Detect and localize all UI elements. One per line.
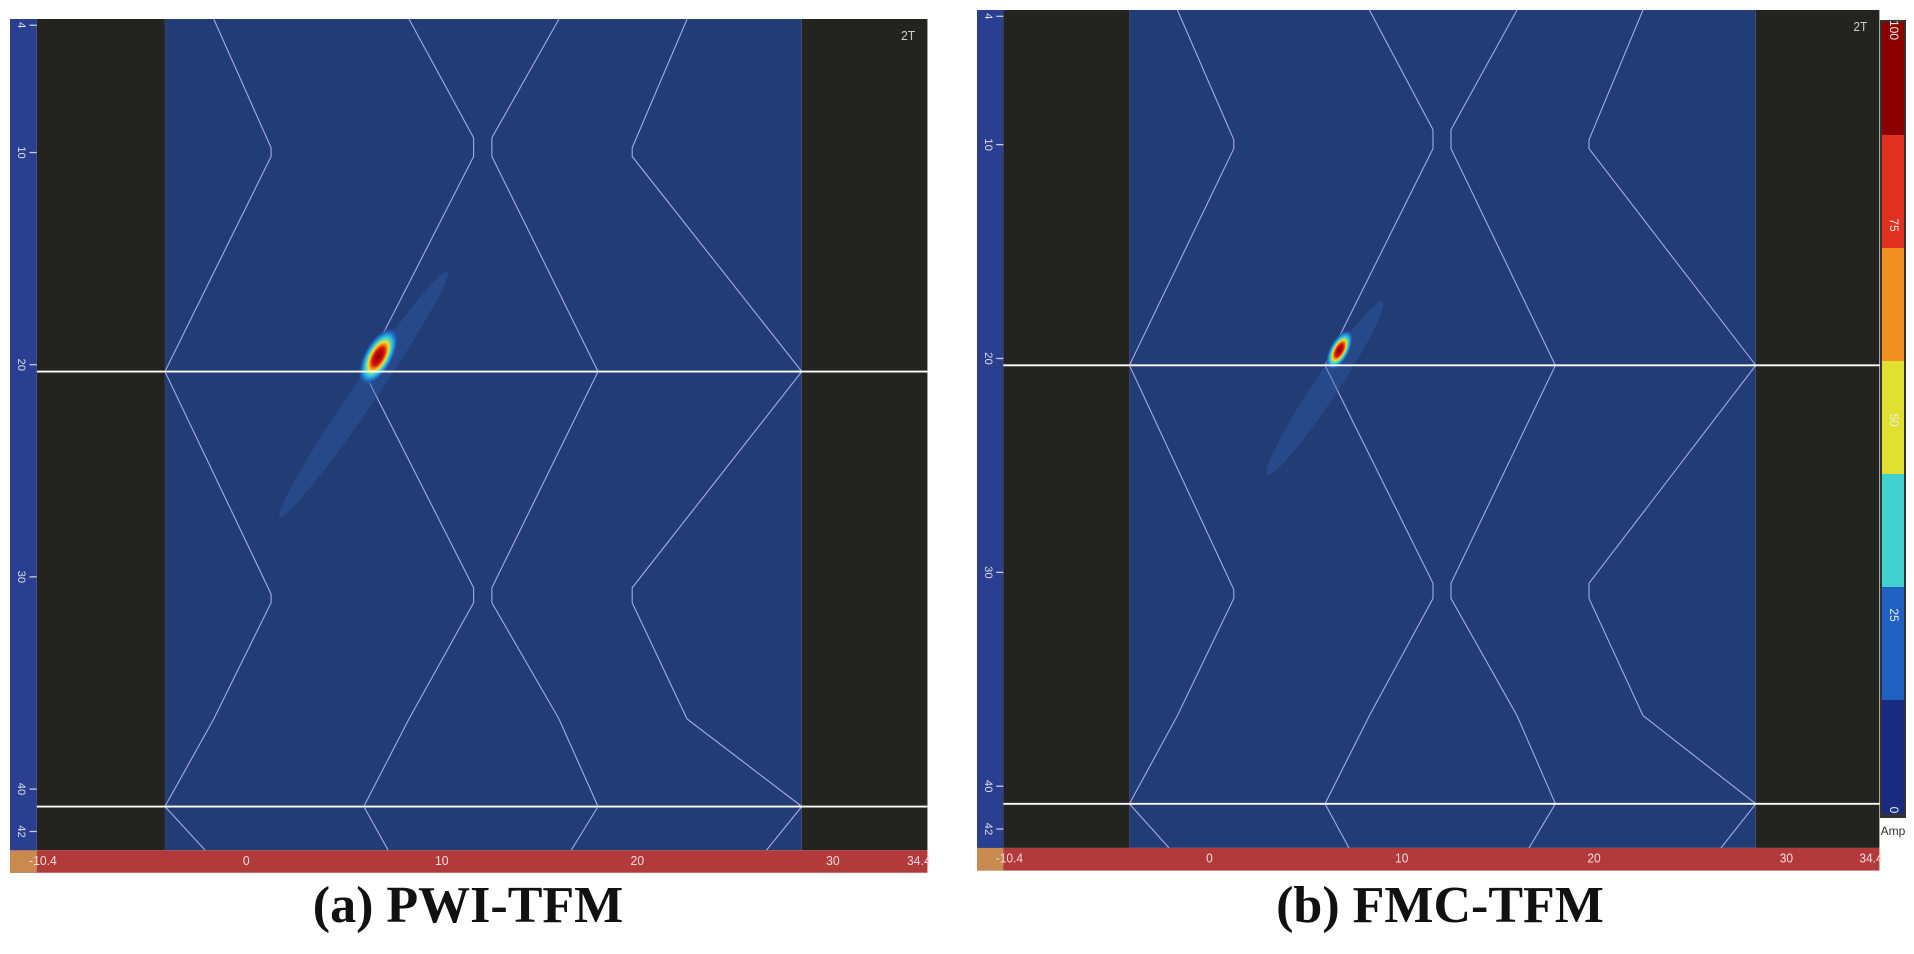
dead-zone xyxy=(1755,10,1880,848)
wedge-line xyxy=(570,806,599,851)
x-tick-label: 10 xyxy=(435,854,449,868)
image-area xyxy=(164,19,802,851)
wedge-line xyxy=(558,718,599,807)
wedge-line xyxy=(765,806,803,851)
caption: (b) FMC-TFM xyxy=(1276,877,1604,934)
caption: (a) PWI-TFM xyxy=(313,877,623,934)
dead-zone xyxy=(801,19,928,851)
y-tick-label: 4 xyxy=(15,22,27,28)
colorbar-tick-label: 50 xyxy=(1887,413,1901,427)
image-area xyxy=(1129,10,1756,848)
y-tick-label: 40 xyxy=(982,780,994,793)
y-tick-label: 42 xyxy=(15,825,27,838)
y-tick-label: 10 xyxy=(982,138,994,151)
panel-a: 2T 4 10 20 30 40 42 -10.4 0 10 20 30 34.4 xyxy=(10,18,931,873)
wedge-line xyxy=(164,806,206,851)
dead-zone xyxy=(1003,10,1130,848)
x-tick-label: 0 xyxy=(1206,851,1213,865)
colorbar-band xyxy=(1882,361,1904,475)
x-tick-label: 34.4 xyxy=(907,854,931,868)
x-tick-label: 0 xyxy=(243,854,250,868)
wedge-line xyxy=(1324,715,1370,805)
colorbar-band xyxy=(1882,700,1904,814)
colorbar-band xyxy=(1882,587,1904,701)
bottom-ruler xyxy=(1003,847,1880,871)
x-tick-label: 20 xyxy=(631,854,645,868)
y-tick-label: 20 xyxy=(982,352,994,365)
wedge-line xyxy=(1642,715,1757,805)
colorbar-band xyxy=(1882,474,1904,588)
wedge-line xyxy=(1528,803,1556,849)
panel-b: 2T 4 10 20 30 40 42 -10.4 0 10 20 30 34.4 xyxy=(977,9,1883,871)
colorbar-band xyxy=(1882,135,1904,249)
y-tick-label: 30 xyxy=(982,566,994,579)
wedge-line xyxy=(686,718,803,807)
colorbar-tick-label: 25 xyxy=(1887,608,1901,622)
x-tick-label: -10.4 xyxy=(996,851,1023,865)
y-tick-label: 40 xyxy=(15,783,27,796)
x-tick-label: -10.4 xyxy=(29,854,57,868)
colorbar-band xyxy=(1882,22,1904,136)
indication-halo xyxy=(1266,301,1384,475)
corner xyxy=(977,847,1004,871)
x-tick-label: 30 xyxy=(1780,851,1793,865)
y-tick-label: 30 xyxy=(15,571,27,584)
y-tick-label: 20 xyxy=(15,358,27,371)
y-tick-label: 10 xyxy=(15,146,27,159)
gate-label: 2T xyxy=(1853,20,1867,34)
colorbar-tick-label: 75 xyxy=(1887,218,1901,232)
wedge-line xyxy=(1324,803,1350,849)
left-ruler xyxy=(10,19,37,873)
colorbar: 100 75 50 25 0 Amp xyxy=(1880,20,1906,838)
wedge-line xyxy=(164,718,215,807)
indication-halo xyxy=(279,270,449,518)
wedge-line xyxy=(1516,715,1556,805)
left-ruler xyxy=(977,10,1004,871)
wedge-line xyxy=(363,806,389,851)
wedge-line xyxy=(1129,803,1170,849)
colorbar-band xyxy=(1882,248,1904,362)
colorbar-tick-label: 100 xyxy=(1887,20,1901,40)
corner xyxy=(10,850,37,873)
indication xyxy=(1325,329,1354,371)
x-tick-label: 10 xyxy=(1395,851,1408,865)
y-tick-label: 4 xyxy=(982,13,994,19)
colorbar-label: Amp xyxy=(1881,824,1906,838)
y-tick-label: 42 xyxy=(982,823,994,836)
x-tick-label: 30 xyxy=(826,854,840,868)
bottom-ruler xyxy=(36,850,928,873)
wedge-line xyxy=(1720,803,1757,849)
dead-zone xyxy=(36,19,165,851)
wedge-line xyxy=(1128,715,1178,805)
x-tick-label: 20 xyxy=(1587,851,1600,865)
colorbar-tick-label: 0 xyxy=(1887,807,1901,814)
x-tick-label: 34.4 xyxy=(1859,851,1882,865)
gate-label: 2T xyxy=(901,29,916,43)
wedge-line xyxy=(363,718,410,807)
